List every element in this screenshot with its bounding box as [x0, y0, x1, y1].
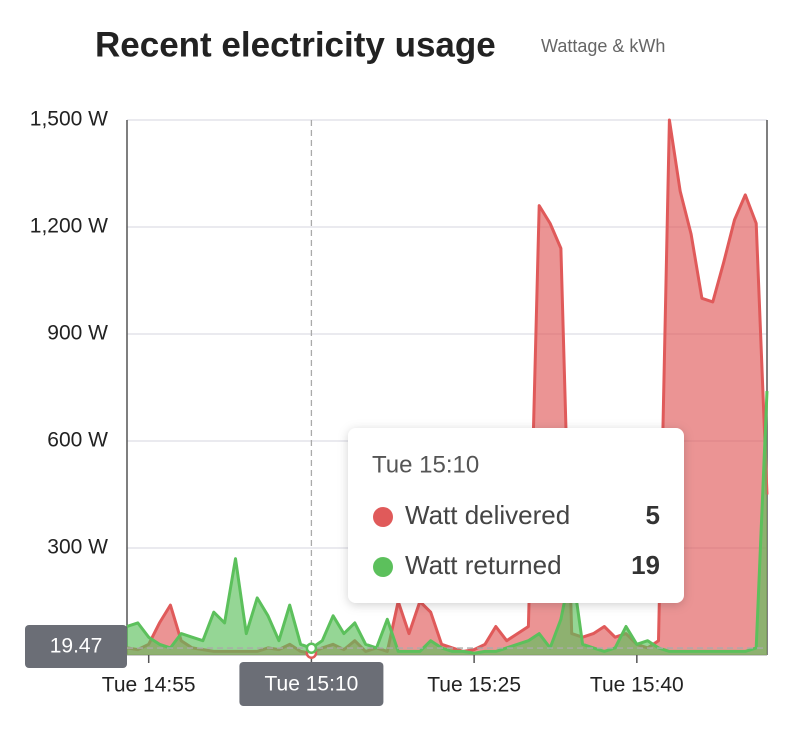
y-tick-label: 900 W — [47, 322, 108, 345]
y-tick-label: 1,200 W — [30, 215, 108, 238]
y-tick-label: 300 W — [47, 536, 108, 559]
tooltip-title: Tue 15:10 — [372, 451, 479, 478]
y-crosshair-badge — [25, 625, 127, 668]
chart-title: Recent electricity usage — [95, 25, 496, 64]
legend-marker — [373, 557, 393, 577]
tooltip — [348, 428, 684, 603]
chart-subtitle: Wattage & kWh — [541, 36, 665, 56]
tooltip-value: 5 — [646, 500, 660, 530]
area — [127, 120, 767, 655]
x-crosshair-badge — [239, 662, 384, 706]
y-crosshair-label: 19.47 — [50, 635, 103, 658]
x-tick-label: Tue 14:55 — [102, 674, 196, 697]
x-tick-label: Tue 15:40 — [590, 674, 684, 697]
legend-marker — [373, 507, 393, 527]
legend-label: Watt returned — [405, 550, 562, 580]
y-tick-label: 600 W — [47, 429, 108, 452]
legend-label: Watt delivered — [405, 500, 570, 530]
x-tick-label: Tue 15:25 — [427, 674, 521, 697]
y-tick-label: 1,500 W — [30, 108, 108, 131]
hover-point — [305, 642, 318, 654]
x-crosshair-label: Tue 15:10 — [265, 673, 359, 696]
tooltip-value: 19 — [631, 550, 660, 580]
